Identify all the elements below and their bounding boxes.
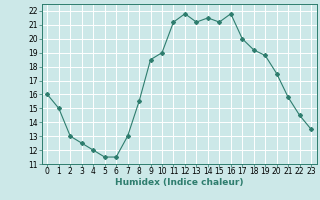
X-axis label: Humidex (Indice chaleur): Humidex (Indice chaleur) <box>115 178 244 187</box>
